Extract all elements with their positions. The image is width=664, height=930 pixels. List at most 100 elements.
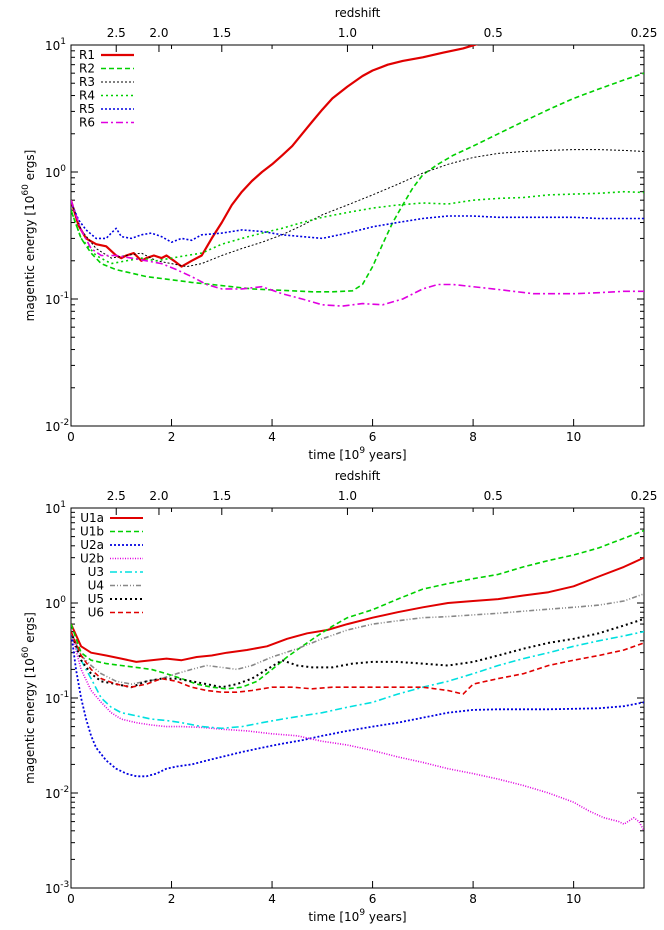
y-label-text: magentic energy [10 xyxy=(23,658,37,784)
y-tick-exponent: 1 xyxy=(60,500,66,510)
y-tick-base: 10 xyxy=(45,502,60,516)
redshift-tick-label: 0.5 xyxy=(484,26,503,40)
y-tick-label: 101 xyxy=(45,500,66,516)
legend-label-u6: U6 xyxy=(88,606,104,620)
redshift-tick-label: 0.25 xyxy=(631,489,658,503)
x-tick-label: 10 xyxy=(566,430,581,444)
y-tick-base: 10 xyxy=(45,293,60,307)
legend-label-r1: R1 xyxy=(79,48,95,62)
series-line-r3 xyxy=(71,149,644,268)
x-label-tail: years] xyxy=(365,448,407,462)
x-tick-label: 4 xyxy=(268,892,276,906)
legend-label-r4: R4 xyxy=(79,89,95,103)
legend-label-r6: R6 xyxy=(79,116,95,130)
legend-label-u2a: U2a xyxy=(80,538,104,552)
redshift-axis-label: redshift xyxy=(335,6,381,20)
x-label-sup: 9 xyxy=(359,446,365,456)
y-tick-label: 100 xyxy=(45,595,66,611)
legend-label-u3: U3 xyxy=(88,565,104,579)
x-tick-label: 6 xyxy=(369,430,377,444)
y-label-tail: ergs] xyxy=(23,150,37,184)
y-tick-label: 10-2 xyxy=(45,418,69,434)
redshift-tick-label: 1.0 xyxy=(338,489,357,503)
series-line-r4 xyxy=(71,190,644,265)
x-tick-label: 0 xyxy=(67,892,75,906)
y-label-sup: 60 xyxy=(21,646,31,658)
legend-label-u1a: U1a xyxy=(80,511,104,525)
series-line-u1b xyxy=(71,529,644,690)
series-line-u4 xyxy=(71,593,644,685)
x-tick-label: 2 xyxy=(168,430,176,444)
series-group xyxy=(71,45,644,307)
y-tick-label: 101 xyxy=(45,37,66,53)
y-tick-base: 10 xyxy=(45,787,60,801)
x-label-tail: years] xyxy=(365,910,407,924)
series-line-u1a xyxy=(71,556,644,663)
redshift-tick-label: 2.0 xyxy=(149,26,168,40)
legend-label-u4: U4 xyxy=(88,579,104,593)
x-tick-label: 8 xyxy=(469,430,477,444)
y-tick-base: 10 xyxy=(45,39,60,53)
redshift-tick-label: 0.5 xyxy=(484,489,503,503)
x-label-sup: 9 xyxy=(359,908,365,918)
y-tick-base: 10 xyxy=(45,166,60,180)
y-tick-exponent: 1 xyxy=(60,37,66,47)
plot-frame xyxy=(70,44,645,427)
x-tick-label: 10 xyxy=(566,892,581,906)
y-tick-base: 10 xyxy=(45,420,60,434)
legend-label-r2: R2 xyxy=(79,62,95,76)
series-line-u2b xyxy=(71,631,644,832)
legend-label-u2b: U2b xyxy=(80,552,104,566)
series-line-r1 xyxy=(71,45,479,268)
y-tick-exponent: -3 xyxy=(60,880,69,890)
x-axis-label: time [109 years] xyxy=(308,446,406,462)
y-tick-exponent: -2 xyxy=(60,785,69,795)
y-tick-exponent: 0 xyxy=(60,595,66,605)
y-axis-label: magentic energy [1060 ergs] xyxy=(21,150,37,322)
series-line-u5 xyxy=(71,617,644,689)
redshift-tick-label: 2.5 xyxy=(107,489,126,503)
y-label-tail: ergs] xyxy=(23,612,37,646)
redshift-tick-label: 0.25 xyxy=(631,26,658,40)
redshift-tick-label: 1.0 xyxy=(338,26,357,40)
x-axis-label: time [109 years] xyxy=(308,908,406,924)
x-label-text: time [10 xyxy=(308,448,359,462)
y-tick-exponent: -1 xyxy=(60,291,69,301)
redshift-tick-label: 2.5 xyxy=(107,26,126,40)
x-tick-label: 4 xyxy=(268,430,276,444)
y-tick-label: 100 xyxy=(45,164,66,180)
legend-label-u5: U5 xyxy=(88,592,104,606)
series-line-u2a xyxy=(71,631,644,778)
series-line-u3 xyxy=(71,630,644,730)
redshift-tick-label: 1.5 xyxy=(212,26,231,40)
x-tick-label: 0 xyxy=(67,430,75,444)
series-line-r6 xyxy=(71,199,644,307)
y-tick-base: 10 xyxy=(45,597,60,611)
series-group xyxy=(71,529,644,832)
x-tick-label: 8 xyxy=(469,892,477,906)
y-tick-label: 10-2 xyxy=(45,785,69,801)
y-label-sup: 60 xyxy=(21,184,31,196)
plot-frame xyxy=(70,507,645,889)
y-tick-exponent: -1 xyxy=(60,690,69,700)
y-label-text: magentic energy [10 xyxy=(23,196,37,322)
redshift-axis-label: redshift xyxy=(335,469,381,483)
x-tick-label: 6 xyxy=(369,892,377,906)
y-tick-label: 10-1 xyxy=(45,291,69,307)
series-line-u6 xyxy=(71,631,644,695)
x-label-text: time [10 xyxy=(308,910,359,924)
y-tick-base: 10 xyxy=(45,882,60,896)
x-tick-label: 2 xyxy=(168,892,176,906)
y-tick-exponent: 0 xyxy=(60,164,66,174)
y-tick-label: 10-1 xyxy=(45,690,69,706)
y-tick-base: 10 xyxy=(45,692,60,706)
legend-label-r5: R5 xyxy=(79,102,95,116)
y-tick-label: 10-3 xyxy=(45,880,69,896)
series-line-r5 xyxy=(71,201,644,243)
series-line-r2 xyxy=(71,72,644,293)
